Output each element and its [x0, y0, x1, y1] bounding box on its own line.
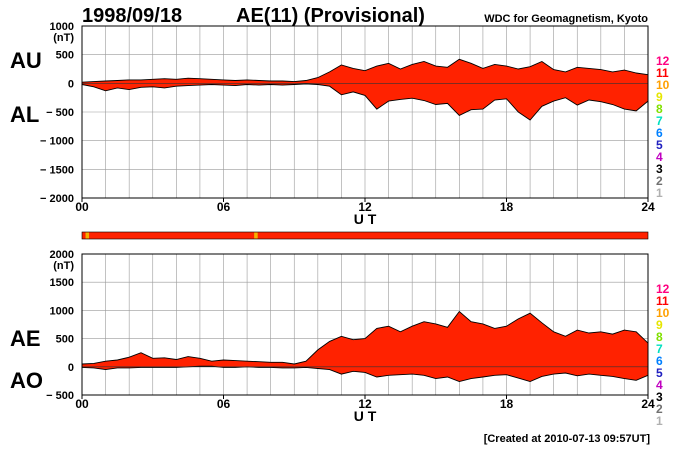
series-line-ae — [81, 310, 649, 365]
legend-level-6: 6 — [656, 354, 663, 368]
x-tick-label: 18 — [500, 200, 514, 214]
x-tick-label: 00 — [75, 397, 89, 411]
header-organization: WDC for Geomagnetism, Kyoto — [484, 13, 648, 25]
legend-level-4: 4 — [656, 378, 663, 392]
au-al-panel: 1000 500 0 − 500 − 1000 − 1500 − 2000 (nT) 00 06 1… — [10, 21, 670, 227]
legend-level-12: 12 — [656, 282, 670, 296]
legend-level-7: 7 — [656, 114, 663, 128]
x-tick-label: 24 — [641, 397, 655, 411]
quality-bar-highlight — [254, 232, 258, 239]
y-tick-label: − 500 — [46, 107, 74, 119]
legend-level-9: 9 — [656, 90, 663, 104]
legend-level-7: 7 — [656, 342, 663, 356]
header-date: 1998/09/18 — [82, 5, 182, 27]
series-line-al — [81, 83, 649, 121]
y-tick-label: − 1500 — [40, 164, 74, 176]
y-unit-label: (nT) — [53, 32, 74, 44]
y-tick-label: 0 — [68, 78, 74, 90]
x-tick-label: 06 — [217, 200, 231, 214]
y-tick-label: − 500 — [46, 390, 74, 402]
legend-level-10: 10 — [656, 306, 670, 320]
series-label-au: AU — [10, 48, 42, 73]
series-line-ao — [81, 365, 649, 382]
x-tick-label: 18 — [500, 397, 514, 411]
quality-bar-highlight — [85, 232, 90, 239]
legend-level-12: 12 — [656, 54, 670, 68]
y-tick-label: − 2000 — [40, 193, 74, 205]
y-tick-label: 500 — [56, 334, 74, 346]
data-quality-bar — [81, 231, 649, 240]
legend-level-8: 8 — [656, 102, 663, 116]
y-tick-label: − 1000 — [40, 136, 74, 148]
y-tick-label: 1000 — [50, 305, 74, 317]
created-timestamp: [Created at 2010-07-13 09:57UT] — [484, 433, 651, 445]
index-fill-area — [82, 59, 648, 120]
legend-level-2: 2 — [656, 174, 663, 188]
legend-level-3: 3 — [656, 162, 663, 176]
legend-level-11: 11 — [656, 294, 669, 308]
header-title: AE(11) (Provisional) — [236, 5, 425, 27]
x-tick-label: 24 — [641, 200, 655, 214]
series-label-al: AL — [10, 102, 39, 127]
y-tick-label: 0 — [68, 362, 74, 374]
legend-level-9: 9 — [656, 318, 663, 332]
legend-level-4: 4 — [656, 150, 663, 164]
series-line-au — [81, 58, 649, 83]
series-label-ae: AE — [10, 326, 41, 351]
legend-level-5: 5 — [656, 366, 663, 380]
x-tick-label: 06 — [217, 397, 231, 411]
x-axis-label: U T — [354, 211, 377, 227]
legend-level-10: 10 — [656, 78, 670, 92]
x-tick-label: 00 — [75, 200, 89, 214]
quality-bar-base — [81, 231, 649, 240]
legend-level-6: 6 — [656, 126, 663, 140]
legend-level-11: 11 — [656, 66, 669, 80]
y-tick-label: 1000 — [50, 21, 74, 33]
x-axis-label: U T — [354, 408, 377, 424]
x-tick-label: 12 — [358, 200, 372, 214]
legend-level-1: 1 — [656, 414, 663, 428]
y-tick-label: 1500 — [50, 277, 74, 289]
y-tick-label: 500 — [56, 50, 74, 62]
series-label-ao: AO — [10, 368, 43, 393]
legend-level-8: 8 — [656, 330, 663, 344]
legend-level-3: 3 — [656, 390, 663, 404]
legend-level-5: 5 — [656, 138, 663, 152]
index-fill-area — [82, 311, 648, 382]
x-tick-label: 12 — [358, 397, 372, 411]
y-unit-label: (nT) — [53, 260, 74, 272]
legend-level-2: 2 — [656, 402, 663, 416]
y-tick-label: 2000 — [50, 249, 74, 261]
legend-level-1: 1 — [656, 186, 663, 200]
